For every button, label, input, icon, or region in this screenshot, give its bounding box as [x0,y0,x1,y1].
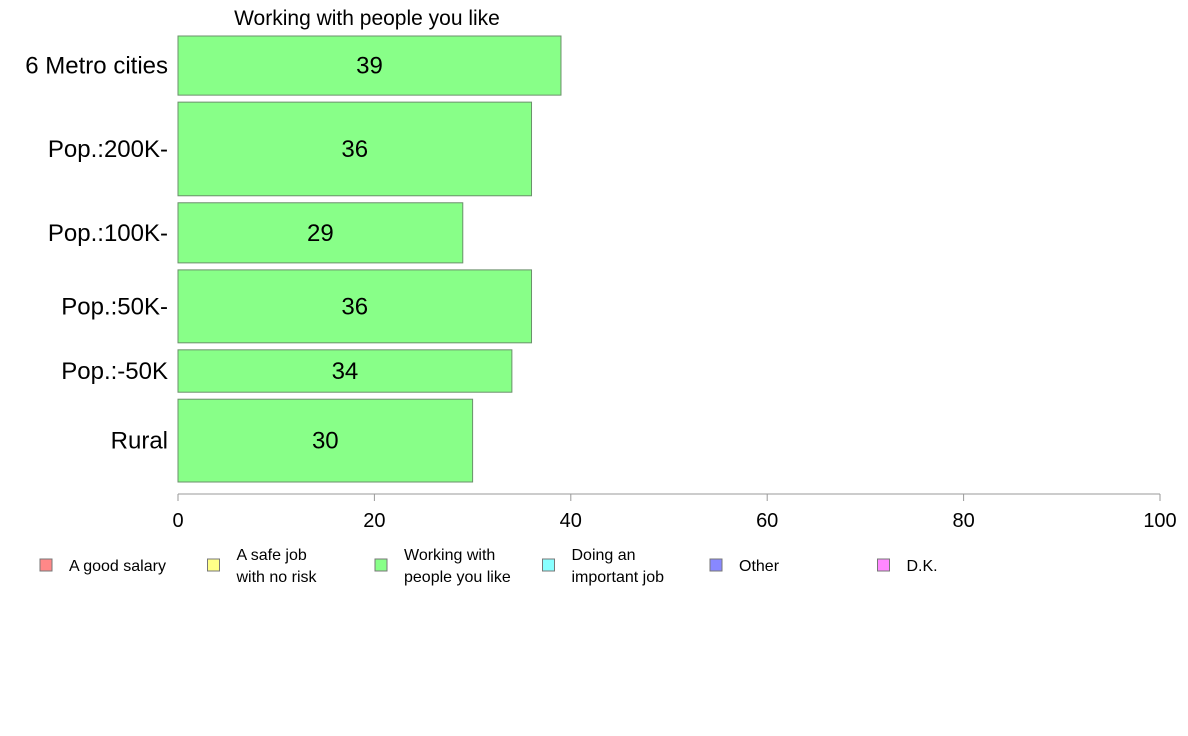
chart-title: Working with people you like [234,7,500,30]
bar [177,349,513,393]
bar-value-label: 30 [312,428,339,455]
legend-swatch [542,558,555,572]
legend-label: D.K. [907,558,938,575]
legend-swatch [39,558,53,572]
x-tick-label: 40 [560,510,582,532]
x-tick-label: 100 [1143,510,1176,532]
x-tick-label: 80 [952,510,974,532]
legend-swatch [374,558,388,572]
category-label: 6 Metro cities [25,53,168,80]
category-label: Rural [111,428,168,455]
bars-group: 39 6 Metro cities 36 Pop.:200K- 29 Pop.:100K-… [25,35,562,483]
legend: A good salary A safe job with no risk Worki… [39,547,938,586]
bar [177,202,464,264]
bar-value-label: 34 [332,358,359,385]
x-axis: 0 20 40 60 80 100 [172,493,1177,532]
bar-value-label: 36 [341,293,368,320]
legend-swatch [709,558,723,572]
legend-label: Other [739,558,780,575]
legend-swatch [877,558,890,572]
legend-label: A good salary [69,558,166,575]
legend-label: Doing an [572,547,636,564]
bar [177,101,533,197]
legend-label: people you like [404,569,511,586]
legend-swatch [207,558,220,572]
legend-label: A safe job [237,547,307,564]
bar-value-label: 29 [307,220,334,247]
category-label: Pop.:50K- [61,293,168,320]
bar [177,269,533,344]
legend-label: Working with [404,547,495,564]
x-tick-label: 0 [172,510,183,532]
category-label: Pop.:200K- [48,136,168,163]
bar [177,398,474,483]
bar-value-label: 36 [341,136,368,163]
bar [177,35,562,96]
x-tick-label: 20 [363,510,385,532]
legend-label: with no risk [236,569,318,586]
x-tick-label: 60 [756,510,778,532]
category-label: Pop.:-50K [61,358,168,385]
category-label: Pop.:100K- [48,220,168,247]
legend-label: important job [572,569,665,586]
bar-value-label: 39 [356,53,383,80]
